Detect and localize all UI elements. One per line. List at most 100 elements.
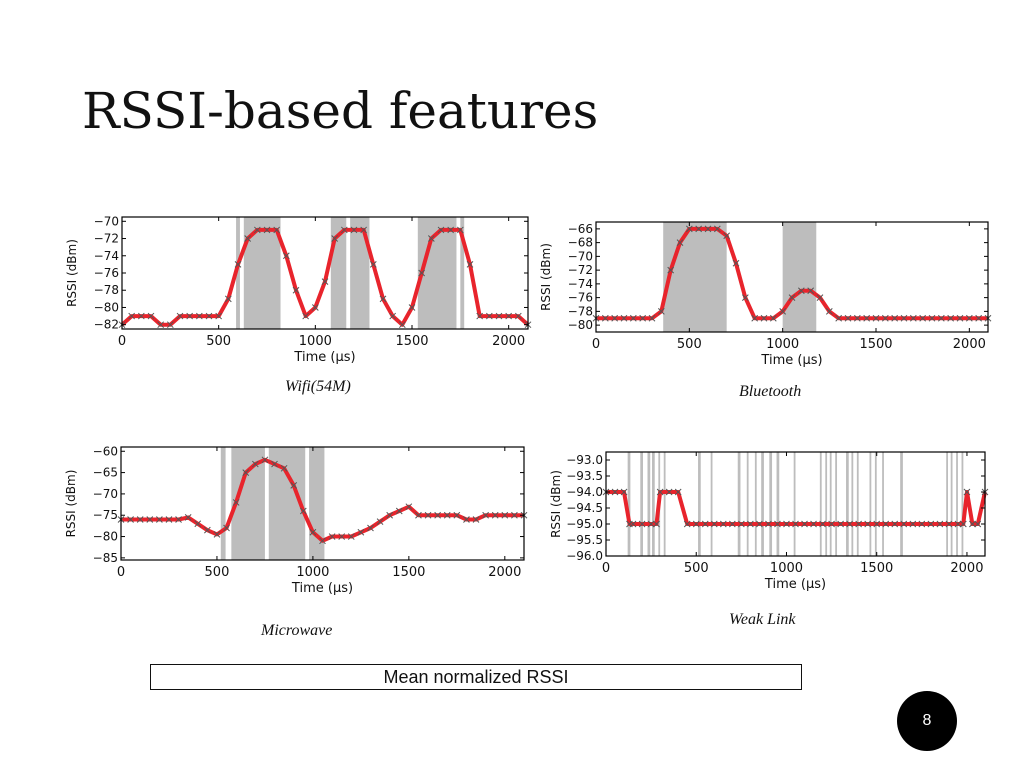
x-tick-label: 1000 [770,561,803,576]
x-tick-label: 0 [602,561,610,576]
y-tick-label: −74 [568,277,593,291]
data-point [975,314,983,322]
interference-band [869,452,872,556]
y-tick-label: −80 [94,300,119,314]
x-tick-label: 2000 [953,337,986,352]
data-point [331,235,339,242]
data-point [302,312,310,320]
interference-band [882,452,884,556]
data-point [418,269,426,277]
data-point [338,533,346,540]
data-point [186,312,194,320]
data-point [476,312,484,320]
data-point [472,516,480,523]
data-point [657,308,665,315]
y-tick-label: −78 [568,304,593,318]
data-point [965,314,973,322]
x-tick-label: 500 [206,334,231,349]
data-point [379,295,387,303]
interference-band [946,452,949,556]
y-axis-label: RSSI (dBm) [64,470,78,538]
data-point [244,235,252,242]
data-point [137,312,145,320]
y-tick-label: −66 [568,222,593,236]
data-point [223,524,230,532]
x-tick-label: 1500 [392,565,425,580]
interference-band [647,452,651,556]
data-point [719,520,727,528]
summary-label-box: Mean normalized RSSI [150,664,802,690]
data-point [601,314,609,322]
interference-band [829,452,832,556]
data-point [945,520,953,528]
data-point [779,308,787,315]
data-point [485,312,493,320]
data-point [765,520,772,528]
data-point [232,499,240,506]
x-tick-label: 500 [205,565,230,580]
data-point [261,456,269,464]
data-point [427,235,435,242]
data-point [676,239,684,246]
y-tick-label: −70 [94,214,119,228]
interference-band [782,222,817,332]
data-point [376,518,384,525]
data-point [648,314,656,322]
data-point [205,312,213,320]
y-tick-label: −93.0 [566,453,603,467]
y-tick-label: −74 [94,249,119,263]
data-point [437,226,445,234]
interference-band [627,452,631,556]
x-tick-label: 0 [118,334,126,349]
x-tick-label: 2000 [488,565,521,580]
data-point [620,314,628,322]
interference-band [746,452,749,556]
data-point [695,225,703,233]
data-point [653,520,660,528]
data-point [900,520,908,528]
x-tick-label: 2000 [492,334,525,349]
data-point [760,314,768,322]
data-point [864,520,872,528]
data-point [620,488,628,496]
data-point [299,507,307,515]
plot-frame [605,451,986,557]
interference-band [698,452,701,556]
interference-band [956,452,958,556]
interference-band [754,452,757,556]
interference-band [819,452,822,556]
y-tick-label: −95.0 [566,517,603,531]
data-point [127,516,134,523]
y-tick-label: −72 [568,263,593,277]
interference-band [652,452,655,556]
data-point [928,314,936,322]
x-tick-label: 1000 [766,337,799,352]
data-point [251,460,259,468]
y-tick-label: −96.0 [566,549,603,563]
interference-band [856,452,859,556]
x-tick-label: 1500 [859,337,892,352]
y-tick-label: −80 [568,318,593,332]
data-point [710,520,718,528]
data-point [918,520,926,528]
data-point [311,304,319,311]
data-point [319,537,326,545]
data-point [263,226,271,234]
data-point [639,314,647,322]
data-point [146,516,154,523]
y-tick-label: −78 [94,283,119,297]
data-point [424,511,432,519]
plot-frame [120,446,525,561]
data-point [369,261,377,268]
data-point [350,226,358,234]
x-tick-label: 0 [117,565,125,580]
data-point [919,314,927,322]
data-point [713,225,721,233]
data-point [927,520,935,528]
data-point [408,304,416,311]
data-point [692,520,700,528]
data-point [194,520,202,528]
y-tick-label: −72 [94,232,119,246]
